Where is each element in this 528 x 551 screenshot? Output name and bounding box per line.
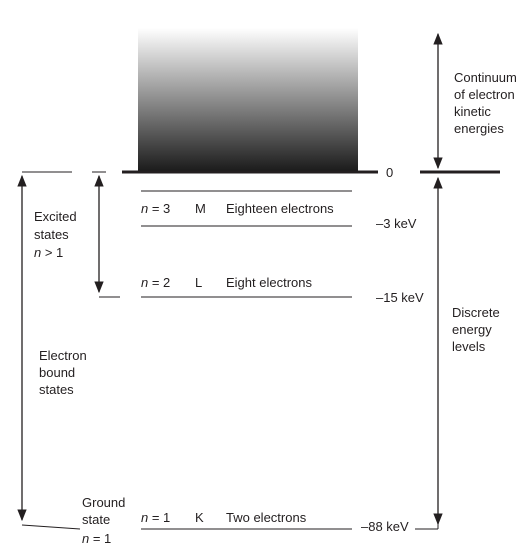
level-1-electrons: Two electrons: [226, 510, 307, 525]
level-3-electrons: Eighteen electrons: [226, 201, 334, 216]
bound-states-label: Electron bound states: [39, 348, 90, 397]
bound-label-line: states: [39, 382, 74, 397]
continuum-gradient-block: [138, 28, 358, 172]
continuum-label-line: of electron: [454, 87, 515, 102]
excited-condition-symbol: n: [34, 245, 41, 260]
level-2-quantum-number: n = 2: [141, 275, 170, 290]
discrete-label-line: Discrete: [452, 305, 500, 320]
level-1-shell: K: [195, 510, 204, 525]
discrete-label-line: energy: [452, 322, 492, 337]
continuum-label-line: kinetic: [454, 104, 491, 119]
continuum-label: Continuum of electron kinetic energies: [454, 70, 521, 136]
ground-condition-symbol: n: [82, 531, 89, 546]
level-3-energy: –3 keV: [376, 216, 417, 231]
continuum-label-line: Continuum: [454, 70, 517, 85]
level-2-electrons: Eight electrons: [226, 275, 312, 290]
level-1-quantum-number: n = 1: [141, 510, 170, 525]
excited-condition-rest: > 1: [41, 245, 63, 260]
level-2-energy: –15 keV: [376, 290, 424, 305]
excited-states-label: Excited states: [34, 209, 80, 242]
excited-condition: n > 1: [34, 245, 63, 260]
ground-label-line: state: [82, 512, 110, 527]
continuum-label-line: energies: [454, 121, 504, 136]
ground-condition: n = 1: [82, 531, 111, 546]
discrete-label-line: levels: [452, 339, 486, 354]
zero-energy-label: 0: [386, 165, 393, 180]
bound-label-line: Electron: [39, 348, 87, 363]
excited-label-line: Excited: [34, 209, 77, 224]
level-3-quantum-number: n = 3: [141, 201, 170, 216]
level-3-shell: M: [195, 201, 206, 216]
bound-label-line: bound: [39, 365, 75, 380]
level-1-energy: –88 keV: [361, 519, 409, 534]
level-2-shell: L: [195, 275, 202, 290]
discrete-levels-label: Discrete energy levels: [452, 305, 503, 354]
ground-label-line: Ground: [82, 495, 125, 510]
ground-state-label: Ground state: [82, 495, 129, 527]
ground-leader-line: [21, 524, 81, 530]
ground-condition-rest: = 1: [89, 531, 111, 546]
excited-label-line: states: [34, 227, 69, 242]
